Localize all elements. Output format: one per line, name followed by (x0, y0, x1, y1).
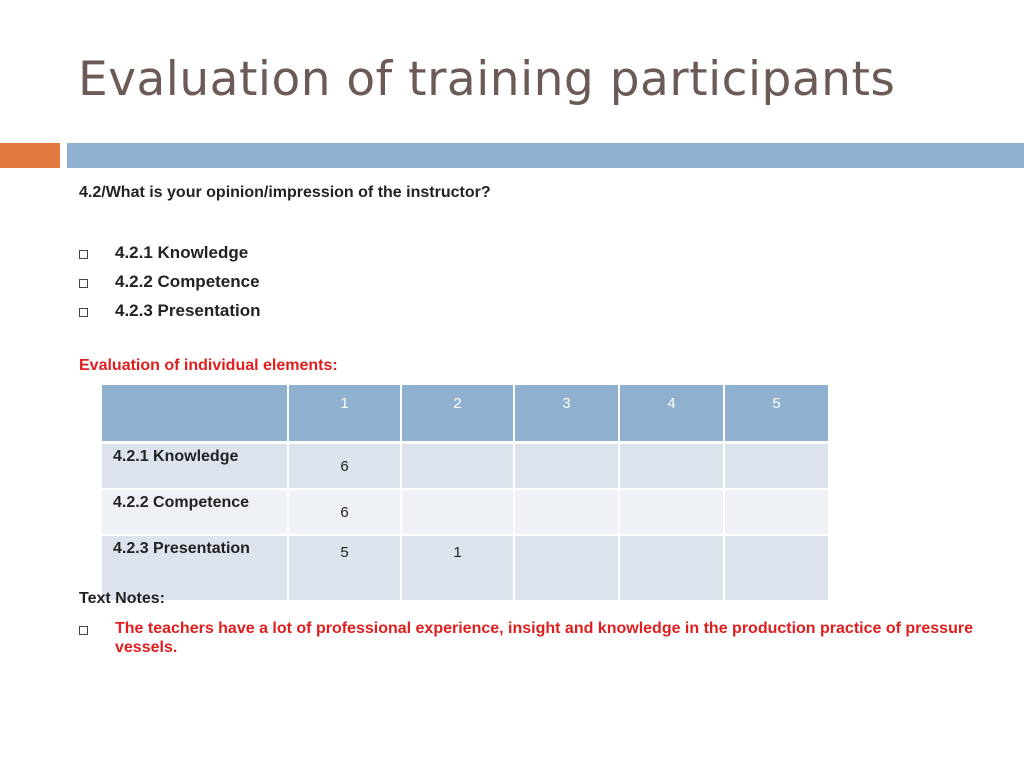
table-header-row: 1 2 3 4 5 (100, 383, 830, 444)
table-cell (618, 488, 725, 536)
table-cell: 6 (287, 441, 402, 490)
table-cell: 6 (287, 488, 402, 536)
table-header-cell: 1 (287, 383, 402, 444)
table-row: 4.2.1 Knowledge 6 (100, 441, 830, 490)
table-cell (513, 488, 620, 536)
notes-heading: Text Notes: (79, 590, 165, 607)
note-item: The teachers have a lot of professional … (79, 619, 999, 657)
table-row: 4.2.2 Competence 6 (100, 488, 830, 536)
ratings-table: 1 2 3 4 5 4.2.1 Knowledge 6 4.2.2 Compet… (100, 383, 830, 602)
table-cell (723, 534, 830, 602)
row-label: 4.2.1 Knowledge (100, 441, 289, 490)
list-item-label: 4.2.2 Competence (115, 272, 260, 291)
accent-bar-blue (67, 143, 1024, 168)
square-bullet-icon (79, 308, 88, 317)
list-item: 4.2.3 Presentation (79, 301, 261, 330)
list-item-label: 4.2.3 Presentation (115, 301, 261, 320)
table-cell (723, 488, 830, 536)
accent-bar-orange (0, 143, 60, 168)
table-cell (723, 441, 830, 490)
table-cell (400, 441, 515, 490)
table-cell (513, 534, 620, 602)
criteria-list: 4.2.1 Knowledge 4.2.2 Competence 4.2.3 P… (79, 243, 261, 330)
evaluation-heading: Evaluation of individual elements: (79, 357, 338, 374)
slide-title: Evaluation of training participants (78, 52, 896, 107)
table-cell (513, 441, 620, 490)
table-row: 4.2.3 Presentation 5 1 (100, 534, 830, 602)
table-header-cell: 4 (618, 383, 725, 444)
square-bullet-icon (79, 279, 88, 288)
table-cell (618, 441, 725, 490)
table-cell: 1 (400, 534, 515, 602)
list-item: 4.2.1 Knowledge (79, 243, 261, 272)
table-header-cell: 5 (723, 383, 830, 444)
table-cell: 5 (287, 534, 402, 602)
table-header-cell (100, 383, 289, 444)
table-header-cell: 2 (400, 383, 515, 444)
table-cell (400, 488, 515, 536)
question-text: 4.2/What is your opinion/impression of t… (79, 184, 491, 201)
note-text: The teachers have a lot of professional … (115, 620, 973, 656)
row-label: 4.2.2 Competence (100, 488, 289, 536)
square-bullet-icon (79, 626, 88, 635)
square-bullet-icon (79, 250, 88, 259)
list-item-label: 4.2.1 Knowledge (115, 243, 249, 262)
list-item: 4.2.2 Competence (79, 272, 261, 301)
table-header-cell: 3 (513, 383, 620, 444)
table-cell (618, 534, 725, 602)
row-label: 4.2.3 Presentation (100, 534, 289, 602)
